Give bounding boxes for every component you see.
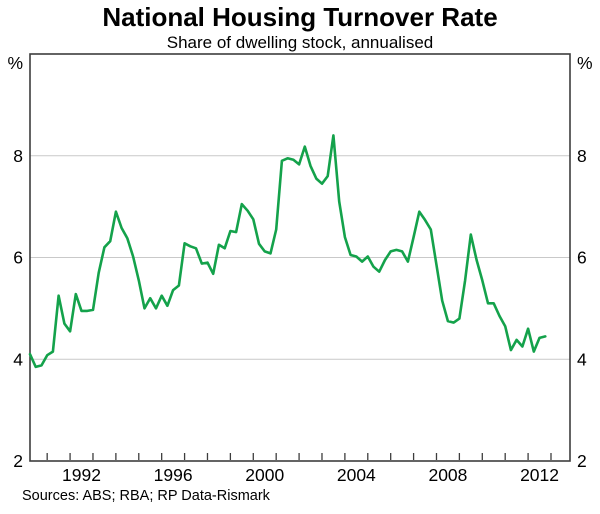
plot-frame — [29, 53, 571, 462]
y-axis-label-right-4: 4 — [577, 349, 587, 369]
x-axis-label-1992: 1992 — [62, 465, 101, 485]
y-axis-label-left-4: 4 — [13, 349, 23, 369]
y-axis-label-right-6: 6 — [577, 248, 587, 268]
x-axis-label-2012: 2012 — [520, 465, 559, 485]
y-axis-label-left-6: 6 — [13, 248, 23, 268]
y-axis-label-right-8: 8 — [577, 146, 587, 166]
x-axis-label-2004: 2004 — [337, 465, 376, 485]
y-unit-label-left: % — [7, 53, 23, 73]
y-axis-label-left-8: 8 — [13, 146, 23, 166]
y-axis-label-right-2: 2 — [577, 451, 587, 471]
x-axis-label-2008: 2008 — [428, 465, 467, 485]
source-note: Sources: ABS; RBA; RP Data-Rismark — [22, 488, 270, 504]
x-axis-label-1996: 1996 — [154, 465, 193, 485]
y-axis-label-left-2: 2 — [13, 451, 23, 471]
series-line-0 — [28, 134, 547, 369]
y-unit-label-right: % — [577, 53, 593, 73]
x-axis-label-2000: 2000 — [245, 465, 284, 485]
chart-title: National Housing Turnover Rate — [102, 2, 498, 32]
chart-subtitle: Share of dwelling stock, annualised — [166, 33, 434, 52]
